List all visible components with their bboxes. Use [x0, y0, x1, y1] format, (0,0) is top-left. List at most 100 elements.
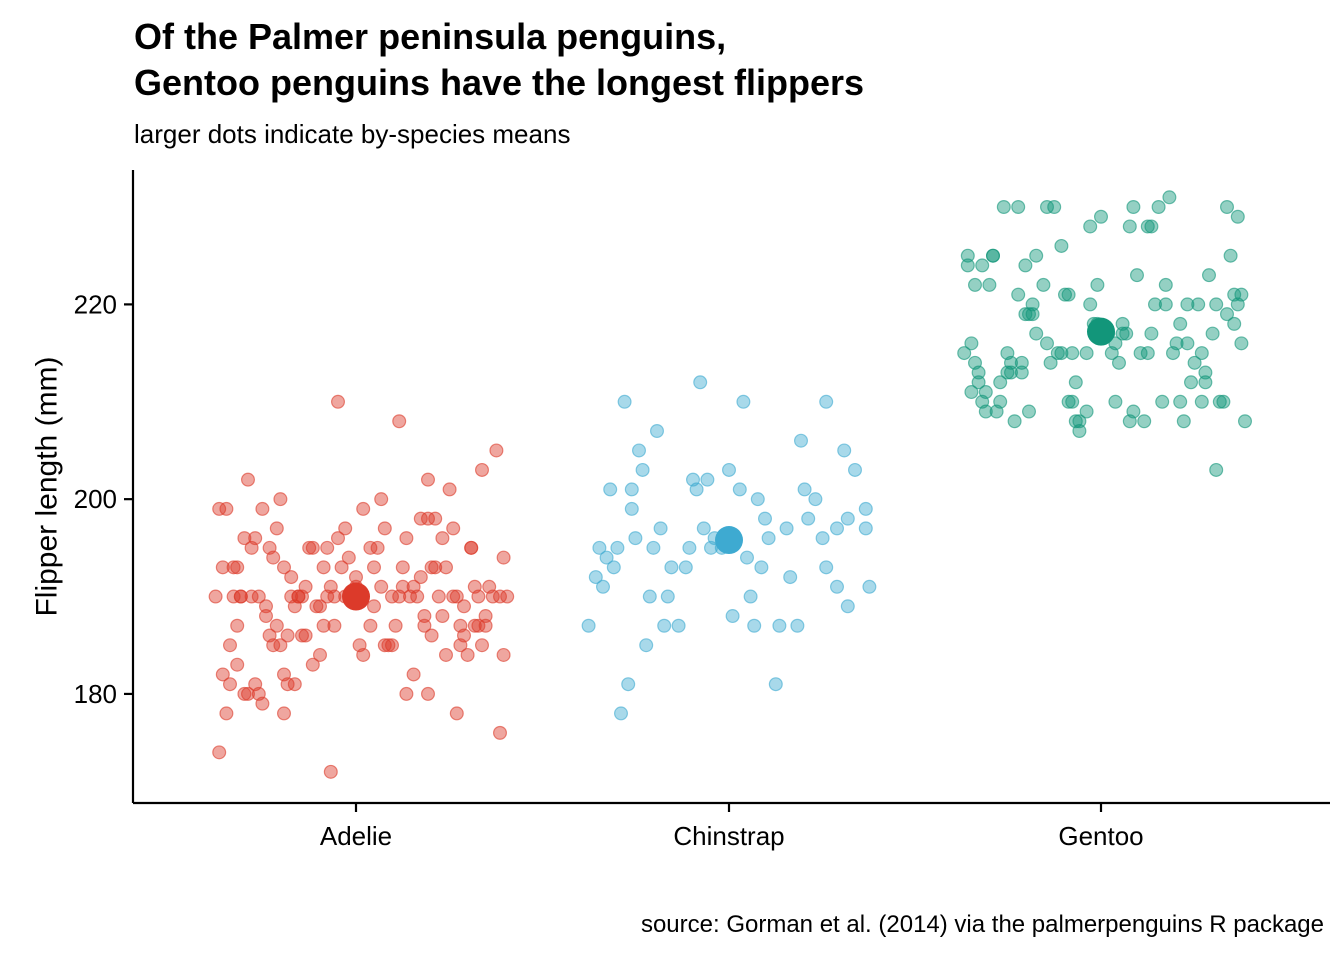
data-point-adelie [424, 628, 439, 643]
data-point-adelie [237, 686, 252, 701]
data-point-gentoo [1219, 200, 1234, 215]
data-point-adelie [302, 540, 317, 555]
chart-subtitle: larger dots indicate by-species means [134, 119, 571, 149]
data-point-adelie [446, 521, 461, 536]
data-point-chinstrap [783, 570, 798, 585]
mean-point-adelie [342, 582, 370, 611]
data-point-gentoo [1169, 336, 1184, 351]
y-tick-label: 180 [74, 679, 117, 709]
data-point-adelie [417, 618, 432, 633]
data-point-gentoo [1018, 307, 1033, 322]
data-point-adelie [230, 657, 245, 672]
data-point-gentoo [1011, 287, 1026, 302]
data-point-adelie [431, 589, 446, 604]
data-point-chinstrap [754, 560, 769, 575]
data-point-gentoo [960, 258, 975, 273]
data-point-gentoo [1176, 414, 1191, 429]
data-point-chinstrap [721, 462, 736, 477]
data-point-adelie [320, 540, 335, 555]
data-point-chinstrap [649, 423, 664, 438]
data-point-adelie [284, 570, 299, 585]
data-point-adelie [464, 540, 479, 555]
data-point-gentoo [1180, 336, 1195, 351]
data-point-adelie [395, 560, 410, 575]
data-point-adelie [496, 550, 511, 565]
data-point-adelie [406, 667, 421, 682]
data-point-adelie [316, 560, 331, 575]
data-point-chinstrap [761, 531, 776, 546]
data-point-adelie [385, 638, 400, 653]
data-point-gentoo [1003, 365, 1018, 380]
data-point-gentoo [1147, 297, 1162, 312]
data-point-gentoo [1158, 277, 1173, 292]
data-point-adelie [421, 511, 436, 526]
data-point-gentoo [1219, 307, 1234, 322]
data-point-chinstrap [772, 618, 787, 633]
data-point-chinstrap [657, 618, 672, 633]
data-point-adelie [377, 638, 392, 653]
data-point-chinstrap [819, 560, 834, 575]
data-point-chinstrap [599, 550, 614, 565]
data-point-chinstrap [631, 443, 646, 458]
data-point-adelie [406, 579, 421, 594]
data-point-chinstrap [793, 433, 808, 448]
data-point-adelie [341, 550, 356, 565]
data-point-gentoo [1162, 190, 1177, 205]
data-point-adelie [266, 638, 281, 653]
data-point-gentoo [1137, 414, 1152, 429]
data-point-gentoo [1021, 404, 1036, 419]
data-point-gentoo [960, 248, 975, 263]
data-point-chinstrap [671, 618, 686, 633]
data-point-adelie [338, 521, 353, 536]
chart-title-line-1: Of the Palmer peninsula penguins, [134, 16, 727, 57]
data-point-adelie [496, 647, 511, 662]
data-point-adelie [435, 609, 450, 624]
data-point-gentoo [1223, 248, 1238, 263]
data-point-adelie [417, 609, 432, 624]
data-point-chinstrap [829, 521, 844, 536]
data-point-gentoo [1198, 365, 1213, 380]
data-point-adelie [467, 618, 482, 633]
data-point-chinstrap [678, 560, 693, 575]
data-point-adelie [428, 511, 443, 526]
data-point-adelie [395, 579, 410, 594]
data-point-adelie [251, 589, 266, 604]
data-point-gentoo [1158, 297, 1173, 312]
data-point-adelie [269, 618, 284, 633]
data-point-chinstrap [790, 618, 805, 633]
data-point-chinstrap [725, 609, 740, 624]
data-point-adelie [313, 647, 328, 662]
data-point-adelie [223, 638, 238, 653]
data-point-adelie [259, 609, 274, 624]
data-point-chinstrap [858, 501, 873, 516]
data-point-adelie [273, 638, 288, 653]
data-point-adelie [331, 394, 346, 409]
data-point-gentoo [1079, 346, 1094, 361]
data-point-gentoo [1068, 375, 1083, 390]
data-point-adelie [255, 696, 270, 711]
data-point-gentoo [1180, 297, 1195, 312]
y-ticks: 180 200 220 [74, 289, 133, 709]
data-point-gentoo [1140, 346, 1155, 361]
data-point-gentoo [1000, 365, 1015, 380]
data-point-gentoo [1140, 219, 1155, 234]
data-point-gentoo [1057, 287, 1072, 302]
data-point-adelie [277, 706, 292, 721]
data-point-gentoo [1144, 326, 1159, 341]
data-point-adelie [334, 560, 349, 575]
data-point-adelie [208, 589, 223, 604]
data-point-gentoo [971, 365, 986, 380]
data-point-adelie [277, 560, 292, 575]
data-point-adelie [439, 560, 454, 575]
data-point-chinstrap [592, 540, 607, 555]
data-point-chinstrap [588, 570, 603, 585]
data-point-chinstrap [829, 579, 844, 594]
data-point-gentoo [993, 394, 1008, 409]
data-point-chinstrap [696, 521, 711, 536]
data-point-adelie [421, 686, 436, 701]
data-point-gentoo [1065, 394, 1080, 409]
data-point-gentoo [1212, 394, 1227, 409]
data-point-adelie [399, 686, 414, 701]
data-point-gentoo [1050, 346, 1065, 361]
